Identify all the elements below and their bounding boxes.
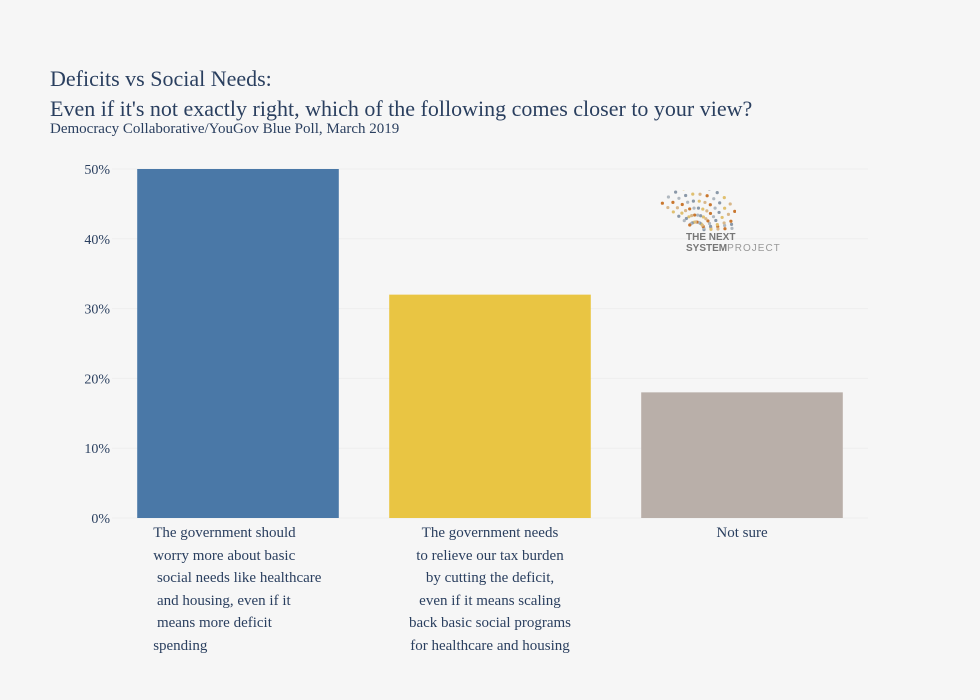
logo-dot [730, 226, 734, 230]
logo-dot [708, 203, 712, 207]
logo-dot [723, 206, 727, 210]
logo-dot [680, 202, 684, 207]
chart-subtitle: Democracy Collaborative/YouGov Blue Poll… [50, 121, 400, 137]
logo-dot [675, 206, 680, 210]
logo-dot [698, 192, 702, 196]
logo-dot [699, 214, 703, 218]
logo-dot [726, 212, 731, 216]
logo-dot [708, 211, 713, 216]
logo-dot [677, 196, 681, 200]
logo-text: THE NEXT SYSTEMPROJECT [686, 232, 781, 254]
logo-dot [666, 195, 671, 199]
chart-title: Deficits vs Social Needs: Even if it's n… [50, 64, 752, 124]
logo-dot [709, 227, 713, 231]
y-tick-label: 0% [91, 512, 110, 527]
logo-dot [666, 205, 670, 210]
logo-dot [718, 201, 722, 205]
x-tick-label: The government should worry more about b… [153, 525, 322, 654]
logo-dots-icon [660, 190, 736, 232]
logo-dot [729, 219, 733, 223]
logo-dot [722, 221, 726, 225]
logo-dot [707, 190, 711, 191]
logo-dot [723, 227, 727, 231]
logo-dot [683, 209, 688, 213]
logo-dot [720, 215, 724, 220]
logo-dot [697, 199, 701, 203]
logo: THE NEXT SYSTEMPROJECT [656, 190, 816, 254]
logo-dot [733, 209, 736, 213]
logo-dot [660, 201, 664, 205]
logo-dot [690, 214, 694, 218]
logo-dot [692, 206, 696, 210]
logo-dot [713, 206, 717, 210]
y-tick-label: 30% [84, 303, 110, 318]
logo-dot [677, 214, 681, 218]
logo-dot [705, 194, 709, 198]
logo-dot [706, 219, 710, 223]
chart-title-line2: Even if it's not exactly right, which of… [50, 96, 753, 121]
x-tick-label: The government needs to relieve our tax … [408, 525, 571, 654]
logo-dot [671, 200, 675, 204]
y-tick-label: 40% [84, 233, 110, 248]
logo-dot [696, 213, 700, 217]
logo-dot [682, 219, 686, 223]
bar [137, 169, 339, 518]
y-tick-label: 10% [84, 442, 110, 457]
logo-dot [674, 190, 678, 194]
logo-dot [715, 223, 719, 227]
x-tick-label: Not sure [716, 525, 768, 541]
logo-dot [711, 215, 716, 219]
y-tick-label: 50% [84, 163, 110, 178]
logo-dot [715, 191, 719, 195]
chart-title-line1: Deficits vs Social Needs: [50, 66, 272, 91]
logo-dot [701, 207, 705, 211]
logo-dot [704, 217, 708, 221]
logo-dot [688, 207, 692, 211]
logo-dot [671, 210, 675, 214]
bar [641, 392, 843, 518]
logo-dot [691, 192, 695, 196]
logo-dot [716, 227, 720, 231]
logo-dot [708, 224, 713, 228]
logo-dot [707, 221, 712, 226]
logo-dot [701, 215, 706, 219]
logo-dot [717, 210, 721, 215]
logo-dot [729, 222, 734, 226]
logo-dot [691, 199, 696, 203]
logo-dot [687, 215, 691, 219]
logo-dot [686, 200, 690, 204]
logo-dot [722, 196, 726, 200]
logo-dot [723, 223, 727, 228]
logo-dot [684, 216, 688, 221]
logo-dot [693, 213, 697, 217]
logo-dot [688, 223, 692, 227]
bar [389, 294, 591, 518]
logo-dot [714, 218, 718, 223]
logo-dot [684, 193, 688, 198]
y-tick-label: 20% [84, 372, 110, 387]
logo-dot [712, 197, 716, 201]
logo-dot [696, 206, 701, 210]
logo-dot [680, 211, 684, 215]
logo-dot [728, 202, 732, 206]
logo-dot [705, 209, 709, 213]
logo-dot [703, 200, 707, 205]
